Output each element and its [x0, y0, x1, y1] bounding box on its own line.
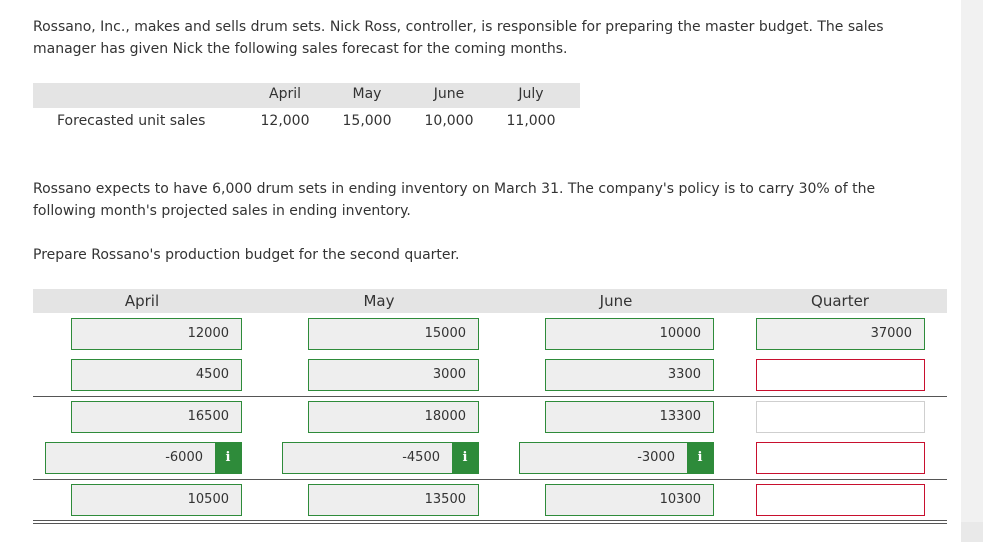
forecast-header-row: April May June July	[33, 83, 580, 108]
may-beginning-inventory-value: -4500	[402, 450, 440, 465]
may-beginning-inventory-input[interactable]: -4500 i	[282, 442, 479, 474]
budget-header-june: June	[599, 292, 633, 310]
forecast-value-april: 12,000	[260, 113, 310, 129]
production-budget-header: April May June Quarter	[33, 289, 947, 313]
forecast-month-july: July	[518, 86, 544, 102]
june-total-needed-input[interactable]: 13300	[545, 401, 714, 433]
budget-header-april: April	[124, 292, 160, 310]
april-budgeted-sales-input[interactable]: 12000	[71, 318, 242, 350]
policy-paragraph: Rossano expects to have 6,000 drum sets …	[33, 181, 876, 219]
forecast-month-may: May	[352, 86, 382, 102]
subtotal-rule-quarter	[731, 396, 947, 397]
forecast-month-april: April	[269, 86, 301, 102]
subtotal-rule-april	[33, 396, 281, 397]
question-card: Rossano, Inc., makes and sells drum sets…	[0, 0, 961, 542]
total-double-rule-april	[33, 520, 281, 524]
quarter-beginning-inventory-input[interactable]	[756, 442, 925, 474]
quarter-budgeted-sales-input[interactable]: 37000	[756, 318, 925, 350]
quarter-ending-inventory-input[interactable]	[756, 359, 925, 391]
subtotal-rule-april-2	[33, 479, 281, 480]
june-ending-inventory-input[interactable]: 3300	[545, 359, 714, 391]
subtotal-rule-june	[507, 396, 745, 397]
may-budgeted-sales-input[interactable]: 15000	[308, 318, 479, 350]
forecast-month-june: June	[433, 86, 465, 102]
forecast-value-july: 11,000	[506, 113, 556, 129]
june-budgeted-sales-input[interactable]: 10000	[545, 318, 714, 350]
may-total-needed-input[interactable]: 18000	[308, 401, 479, 433]
quarter-total-needed-input[interactable]	[756, 401, 925, 433]
budget-header-may: May	[363, 292, 395, 310]
total-double-rule-quarter	[731, 520, 947, 524]
subtotal-rule-may	[270, 396, 518, 397]
june-beginning-inventory-value: -3000	[637, 450, 675, 465]
info-icon[interactable]: i	[215, 443, 241, 473]
subtotal-rule-june-2	[507, 479, 745, 480]
june-units-to-produce-input[interactable]: 10300	[545, 484, 714, 516]
april-total-needed-input[interactable]: 16500	[71, 401, 242, 433]
june-beginning-inventory-input[interactable]: -3000 i	[519, 442, 714, 474]
forecast-row-label: Forecasted unit sales	[57, 113, 206, 129]
total-double-rule-may	[270, 520, 518, 524]
budget-header-quarter: Quarter	[811, 292, 869, 310]
intro-paragraph: Rossano, Inc., makes and sells drum sets…	[33, 19, 884, 57]
subtotal-rule-quarter-2	[731, 479, 947, 480]
may-units-to-produce-input[interactable]: 13500	[308, 484, 479, 516]
info-icon[interactable]: i	[687, 443, 713, 473]
subtotal-rule-may-2	[270, 479, 518, 480]
april-units-to-produce-input[interactable]: 10500	[71, 484, 242, 516]
instruction-paragraph: Prepare Rossano's production budget for …	[33, 247, 460, 263]
scrollbar-corner	[961, 522, 983, 542]
april-ending-inventory-input[interactable]: 4500	[71, 359, 242, 391]
may-ending-inventory-input[interactable]: 3000	[308, 359, 479, 391]
total-double-rule-june	[507, 520, 745, 524]
quarter-units-to-produce-input[interactable]	[756, 484, 925, 516]
april-beginning-inventory-input[interactable]: -6000 i	[45, 442, 242, 474]
april-beginning-inventory-value: -6000	[165, 450, 203, 465]
info-icon[interactable]: i	[452, 443, 478, 473]
forecast-value-may: 15,000	[342, 113, 392, 129]
forecast-value-june: 10,000	[424, 113, 474, 129]
